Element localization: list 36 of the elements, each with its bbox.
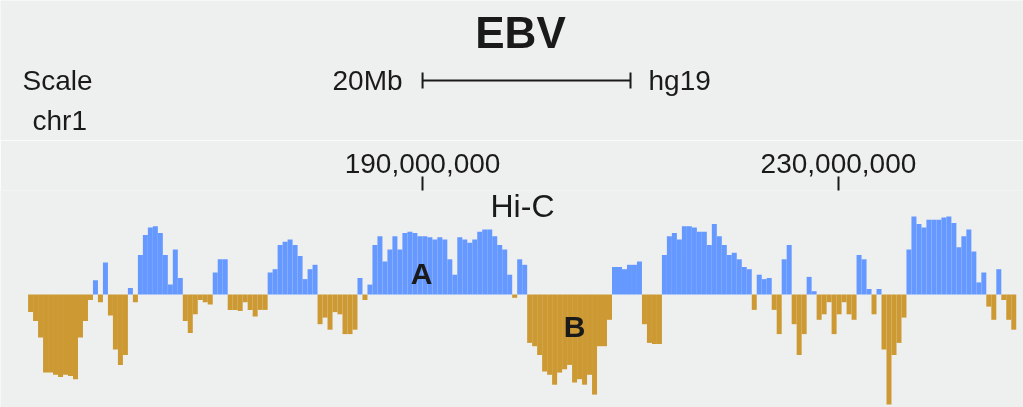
bar bbox=[207, 294, 213, 305]
bar bbox=[347, 294, 353, 335]
annotation: B bbox=[563, 310, 586, 343]
x-tick-label: 230,000,000 bbox=[760, 147, 917, 179]
bar bbox=[222, 259, 228, 295]
bar bbox=[357, 278, 363, 295]
bar bbox=[92, 280, 98, 295]
bar bbox=[362, 294, 368, 300]
chart-title: EBV bbox=[475, 8, 567, 57]
bar bbox=[262, 294, 268, 310]
bar bbox=[876, 289, 882, 295]
bar bbox=[512, 294, 518, 298]
chart-subtitle: Hi-C bbox=[490, 187, 555, 224]
bar bbox=[636, 261, 642, 295]
bar bbox=[312, 264, 318, 295]
bar bbox=[127, 287, 133, 295]
bar bbox=[776, 294, 782, 335]
text: 20Mb bbox=[332, 65, 403, 96]
bar bbox=[751, 294, 757, 310]
bar bbox=[871, 294, 877, 315]
bar bbox=[97, 294, 103, 303]
bar bbox=[517, 259, 523, 295]
bar bbox=[746, 269, 752, 295]
x-axis-title: chr1 bbox=[32, 105, 87, 136]
annotation: A bbox=[410, 257, 433, 290]
bar bbox=[527, 294, 533, 343]
x-tick-label: 190,000,000 bbox=[344, 147, 501, 179]
bar bbox=[996, 269, 1002, 295]
bar bbox=[786, 245, 792, 295]
text: Scale bbox=[22, 65, 93, 96]
text: hg19 bbox=[648, 65, 711, 96]
bar bbox=[102, 262, 108, 295]
bar bbox=[132, 294, 138, 303]
bar bbox=[766, 278, 772, 295]
bar bbox=[656, 294, 662, 344]
bar bbox=[851, 294, 857, 320]
